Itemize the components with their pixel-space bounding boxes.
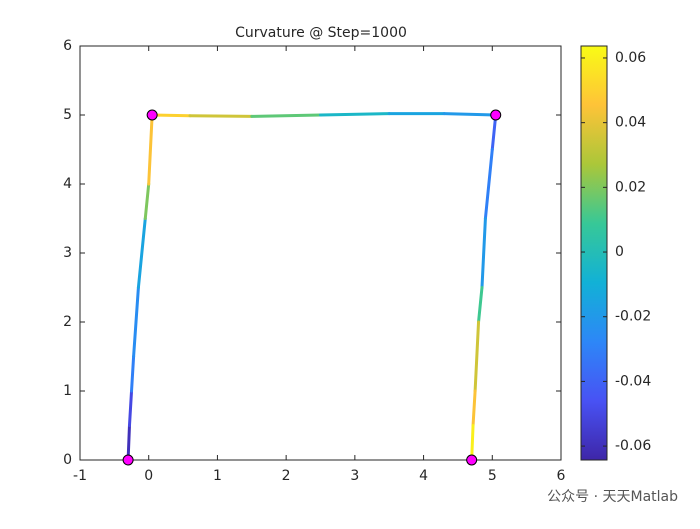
colorbar-tick-label: -0.04 — [615, 373, 651, 389]
member-segment — [136, 217, 147, 289]
x-tick-label: 4 — [419, 468, 428, 484]
member-segment — [442, 112, 498, 117]
node — [122, 454, 134, 466]
y-tick-label: 2 — [63, 314, 72, 330]
member-segment — [147, 113, 154, 186]
member-segment — [477, 286, 484, 324]
y-tick-label: 6 — [63, 38, 72, 54]
y-tick-label: 5 — [63, 107, 72, 123]
x-tick-label: 6 — [557, 468, 566, 484]
member-segment — [126, 424, 131, 462]
member-segment — [473, 320, 481, 393]
x-tick-label: 2 — [282, 468, 291, 484]
x-tick-label: 1 — [213, 468, 222, 484]
y-tick-label: 1 — [63, 383, 72, 399]
colorbar-tick-label: 0 — [615, 244, 624, 260]
watermark: 公众号 · 天天Matlab — [547, 489, 678, 505]
colorbar — [580, 45, 608, 461]
member-segment — [130, 355, 136, 393]
y-tick-label: 3 — [63, 245, 72, 261]
x-tick-label: 5 — [488, 468, 497, 484]
member-segment — [127, 389, 134, 427]
y-tick-label: 4 — [63, 176, 72, 192]
x-tick-label: -1 — [73, 468, 87, 484]
node — [466, 454, 478, 466]
member-segment — [319, 112, 391, 117]
member-segment — [471, 389, 477, 427]
member-segment — [250, 113, 322, 118]
member-segment — [150, 113, 192, 118]
y-tick-label: 0 — [63, 452, 72, 468]
node — [490, 109, 502, 121]
colorbar-tick-label: 0.02 — [615, 179, 646, 195]
colorbar-tick-label: 0.06 — [615, 50, 646, 66]
colorbar-tick-label: -0.02 — [615, 309, 651, 325]
colorbar-tick-label: 0.04 — [615, 115, 646, 131]
x-tick-label: 3 — [350, 468, 359, 484]
member-segment — [480, 217, 487, 289]
member-segment — [143, 182, 151, 220]
plot-frame — [79, 45, 562, 461]
member-segment — [483, 148, 494, 220]
node — [146, 109, 158, 121]
member-segment — [132, 286, 140, 358]
member-segment — [188, 114, 254, 118]
member-segment — [470, 424, 475, 462]
x-tick-label: 0 — [144, 468, 153, 484]
colorbar-tick-label: -0.06 — [615, 438, 651, 454]
member-segment — [490, 113, 498, 151]
chart-title: Curvature @ Step=1000 — [235, 25, 407, 41]
